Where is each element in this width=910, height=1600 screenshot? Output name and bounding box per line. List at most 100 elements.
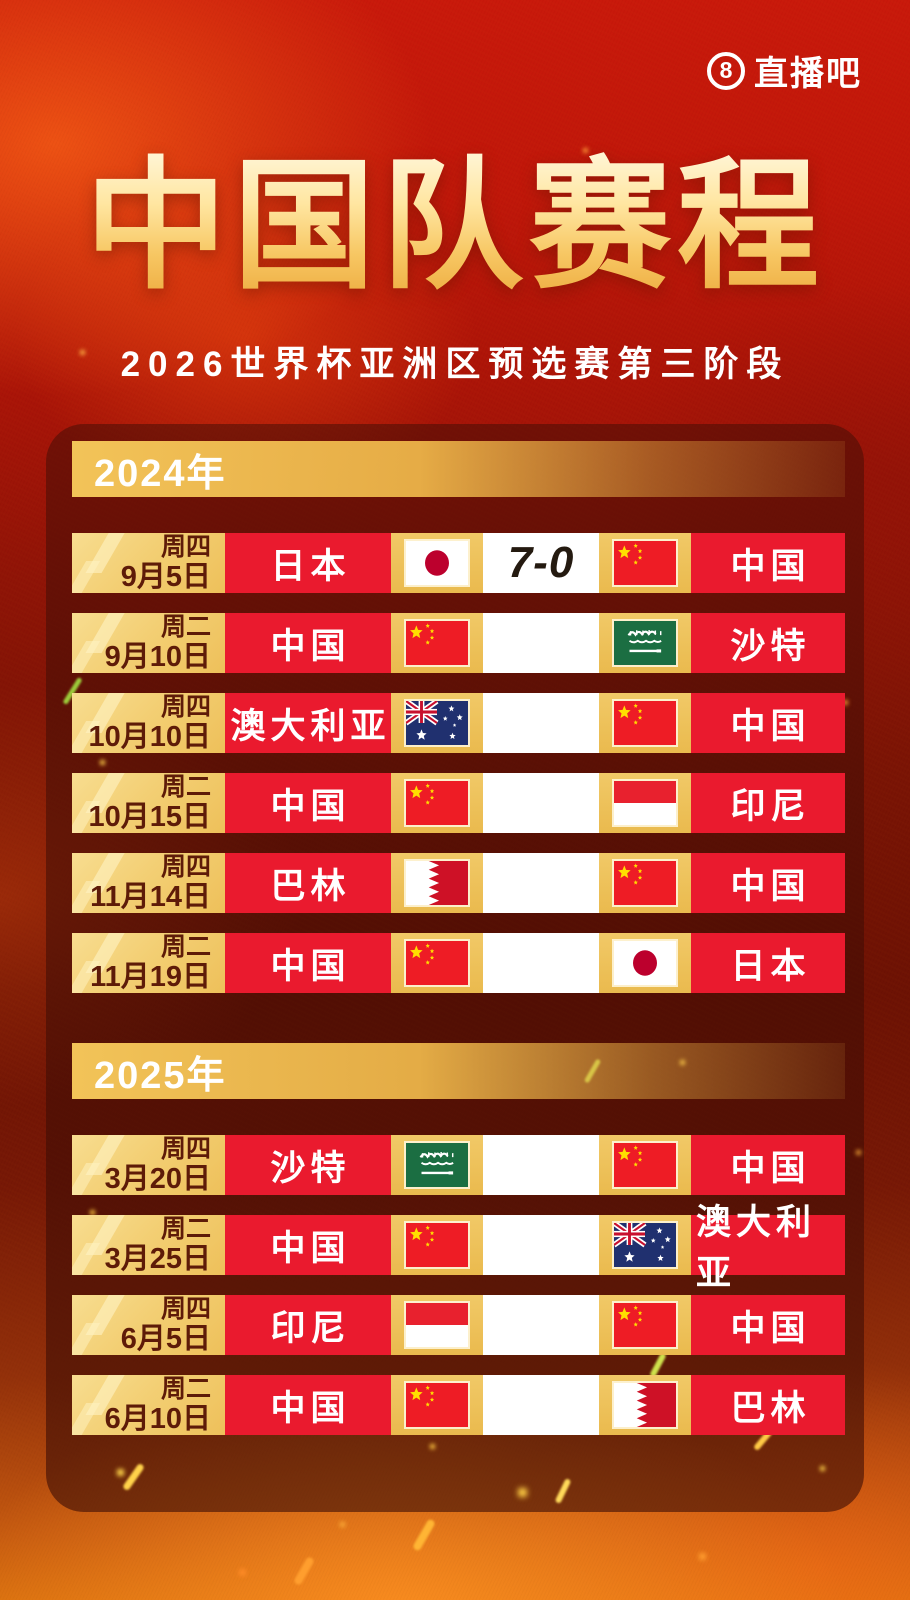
home-team-name: 中国	[225, 1375, 391, 1435]
date-cell: 周四 10月10日	[72, 693, 225, 753]
australia-flag-icon	[612, 1221, 678, 1269]
match-row: 周二 3月25日 中国 澳大利亚	[72, 1203, 845, 1293]
match-row: 周四 10月10日 澳大利亚 中国	[72, 693, 845, 753]
season-section: 2024年 周四 9月5日 日本 7-0 中国 周二 9月10日 中国 沙特	[72, 441, 845, 993]
china-flag-icon	[404, 779, 470, 827]
home-flag-cell	[391, 1215, 483, 1275]
date-cell: 周二 3月25日	[72, 1215, 225, 1275]
home-team-name: 巴林	[225, 853, 391, 913]
home-flag-cell	[391, 1135, 483, 1195]
china-flag-icon	[612, 1301, 678, 1349]
saudi-flag-icon	[612, 619, 678, 667]
date-cell: 周二 11月19日	[72, 933, 225, 993]
home-flag-cell	[391, 1375, 483, 1435]
weekday-label: 周二	[160, 933, 211, 961]
date-lines: 周二 3月25日	[105, 1215, 211, 1275]
away-team-name: 中国	[691, 1135, 845, 1195]
away-flag-cell	[599, 1295, 691, 1355]
spark-streak	[412, 1518, 436, 1552]
date-cell: 周四 11月14日	[72, 853, 225, 913]
date-lines: 周四 9月5日	[121, 533, 211, 593]
home-flag-cell	[391, 693, 483, 753]
date-cell: 周二 10月15日	[72, 773, 225, 833]
match-row: 周二 10月15日 中国 印尼	[72, 773, 845, 833]
spark-particles	[0, 0, 1, 1]
date-lines: 周二 10月15日	[88, 773, 211, 833]
home-team-name: 中国	[225, 1215, 391, 1275]
australia-flag-icon	[404, 699, 470, 747]
schedule-table: 2024年 周四 9月5日 日本 7-0 中国 周二 9月10日 中国 沙特	[72, 441, 845, 1435]
away-team-name: 巴林	[691, 1375, 845, 1435]
away-team-name: 印尼	[691, 773, 845, 833]
away-team-name: 中国	[691, 853, 845, 913]
logo-text: 直播吧	[754, 55, 862, 93]
weekday-label: 周四	[160, 693, 211, 721]
home-flag-cell	[391, 613, 483, 673]
score-value	[483, 933, 599, 993]
score-value	[483, 1375, 599, 1435]
date-lines: 周四 6月5日	[121, 1295, 211, 1355]
date-label: 3月25日	[104, 1242, 211, 1275]
score-value	[483, 693, 599, 753]
score-value: 7-0	[483, 533, 599, 593]
season-year-label: 2024年	[94, 452, 227, 495]
season-header: 2024年	[72, 441, 845, 497]
away-flag-cell	[599, 933, 691, 993]
away-team-name: 澳大利亚	[691, 1203, 845, 1293]
weekday-label: 周四	[160, 533, 211, 561]
date-label: 3月20日	[104, 1162, 211, 1195]
date-cell: 周二 9月10日	[72, 613, 225, 673]
home-flag-cell	[391, 533, 483, 593]
away-team-name: 中国	[691, 693, 845, 753]
china-flag-icon	[612, 539, 678, 587]
match-row: 周四 9月5日 日本 7-0 中国	[72, 533, 845, 593]
indonesia-flag-icon	[612, 779, 678, 827]
away-flag-cell	[599, 853, 691, 913]
home-team-name: 中国	[225, 933, 391, 993]
season-year-label: 2025年	[94, 1054, 227, 1097]
date-lines: 周四 3月20日	[105, 1135, 211, 1195]
score-value	[483, 773, 599, 833]
saudi-flag-icon	[404, 1141, 470, 1189]
away-flag-cell	[599, 773, 691, 833]
home-team-name: 中国	[225, 773, 391, 833]
date-lines: 周二 6月10日	[105, 1375, 211, 1435]
match-row: 周二 6月10日 中国 巴林	[72, 1375, 845, 1435]
away-flag-cell	[599, 693, 691, 753]
indonesia-flag-icon	[404, 1301, 470, 1349]
page-title: 中国队赛程	[0, 150, 910, 304]
weekday-label: 周二	[160, 1215, 211, 1243]
away-flag-cell	[599, 1375, 691, 1435]
home-flag-cell	[391, 1295, 483, 1355]
weekday-label: 周二	[160, 773, 211, 801]
home-team-name: 印尼	[225, 1295, 391, 1355]
bahrain-flag-icon	[612, 1381, 678, 1429]
score-value	[483, 1135, 599, 1195]
date-label: 11月19日	[90, 960, 211, 993]
date-cell: 周四 9月5日	[72, 533, 225, 593]
season-section: 2025年 周四 3月20日 沙特 中国 周二 3月25日 中国 澳大利亚	[72, 1043, 845, 1435]
match-row: 周四 3月20日 沙特 中国	[72, 1135, 845, 1195]
date-cell: 周四 6月5日	[72, 1295, 225, 1355]
china-flag-icon	[404, 939, 470, 987]
date-lines: 周二 11月19日	[90, 933, 211, 993]
away-team-name: 日本	[691, 933, 845, 993]
japan-flag-icon	[404, 539, 470, 587]
away-flag-cell	[599, 1135, 691, 1195]
date-lines: 周二 9月10日	[105, 613, 211, 673]
home-flag-cell	[391, 853, 483, 913]
match-row: 周二 11月19日 中国 日本	[72, 933, 845, 993]
bahrain-flag-icon	[404, 859, 470, 907]
date-label: 10月15日	[88, 800, 211, 833]
date-lines: 周四 10月10日	[88, 693, 211, 753]
away-team-name: 沙特	[691, 613, 845, 673]
china-flag-icon	[404, 1221, 470, 1269]
away-flag-cell	[599, 1215, 691, 1275]
match-rows: 周四 3月20日 沙特 中国 周二 3月25日 中国 澳大利亚 周四 6月5日	[72, 1135, 845, 1435]
china-flag-icon	[612, 859, 678, 907]
date-cell: 周四 3月20日	[72, 1135, 225, 1195]
date-cell: 周二 6月10日	[72, 1375, 225, 1435]
home-flag-cell	[391, 773, 483, 833]
score-value	[483, 1215, 599, 1275]
